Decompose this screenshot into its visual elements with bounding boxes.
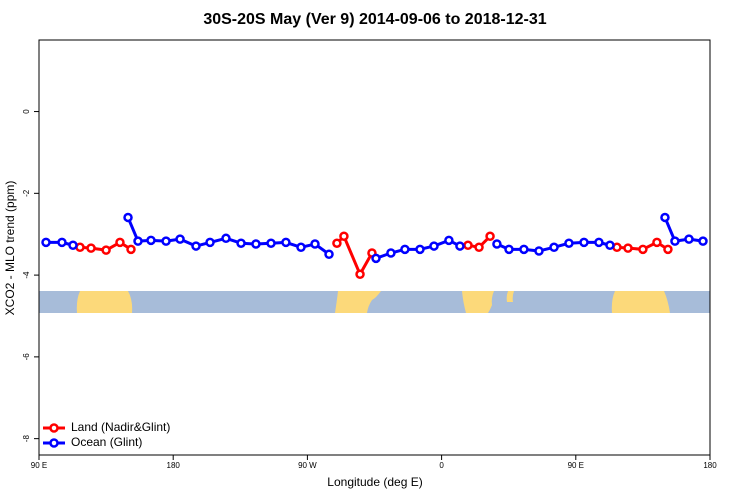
point [86, 243, 96, 253]
land-blob [462, 291, 494, 313]
point [519, 244, 529, 255]
point [281, 237, 291, 248]
point [698, 236, 708, 246]
point [146, 235, 156, 246]
x-tick-label: 0 [439, 461, 444, 470]
point [605, 240, 615, 251]
point [310, 239, 320, 249]
point [236, 238, 246, 248]
point [444, 235, 454, 246]
x-axis-label: Longitude (deg E) [327, 475, 422, 489]
point [415, 244, 425, 255]
point [251, 239, 261, 249]
land-blob [611, 291, 670, 313]
point [549, 242, 559, 253]
point [266, 238, 276, 248]
point [296, 242, 306, 253]
point [41, 237, 51, 248]
point [101, 245, 111, 255]
point [485, 231, 495, 242]
point [474, 242, 484, 253]
point [463, 240, 473, 251]
x-tick-label: 90 E [31, 461, 47, 470]
legend-swatch-point [49, 438, 59, 448]
point [221, 233, 231, 244]
ocean-band [39, 291, 710, 313]
y-axis-label: XCO2 - MLO trend (ppm) [3, 181, 17, 316]
y-tick-label: -8 [22, 435, 31, 443]
x-tick-label: 180 [167, 461, 181, 470]
y-tick-label: -4 [22, 271, 31, 279]
point [339, 231, 349, 242]
point [684, 234, 694, 244]
x-tick-label: 180 [703, 461, 717, 470]
land-blob [335, 291, 381, 313]
y-tick-label: -2 [22, 189, 31, 197]
point [534, 246, 544, 256]
point [126, 244, 136, 255]
point [371, 253, 381, 264]
point [455, 241, 465, 251]
point [594, 237, 604, 248]
point [57, 237, 67, 248]
point [429, 241, 439, 251]
point [68, 240, 78, 251]
x-tick-label: 90 E [568, 461, 584, 470]
point [332, 238, 342, 248]
point [504, 244, 514, 255]
point [386, 248, 396, 258]
point [564, 238, 574, 248]
point [638, 244, 648, 255]
land-ocean-band [39, 291, 710, 313]
point [161, 236, 171, 246]
plot-frame [38, 39, 711, 456]
point [324, 249, 334, 259]
point [492, 239, 502, 249]
point [400, 244, 410, 255]
point [191, 241, 201, 251]
legend-label: Land (Nadir&Glint) [71, 420, 170, 434]
point [652, 237, 662, 248]
point [623, 243, 633, 253]
point [660, 212, 670, 223]
point [579, 237, 589, 248]
y-tick-label: 0 [22, 109, 31, 114]
chart-title: 30S-20S May (Ver 9) 2014-09-06 to 2018-1… [203, 11, 546, 28]
x-tick-label: 90 W [298, 461, 317, 470]
legend-label: Ocean (Glint) [71, 435, 142, 449]
land-blob [76, 291, 133, 313]
point [133, 236, 143, 246]
legend-swatch-point [49, 423, 59, 433]
point [670, 236, 680, 246]
y-tick-label: -6 [22, 353, 31, 361]
point [663, 244, 673, 255]
point [123, 212, 133, 223]
point [115, 237, 125, 248]
point [355, 269, 365, 280]
point [205, 237, 215, 248]
land-blob [506, 291, 514, 302]
point [175, 234, 185, 244]
